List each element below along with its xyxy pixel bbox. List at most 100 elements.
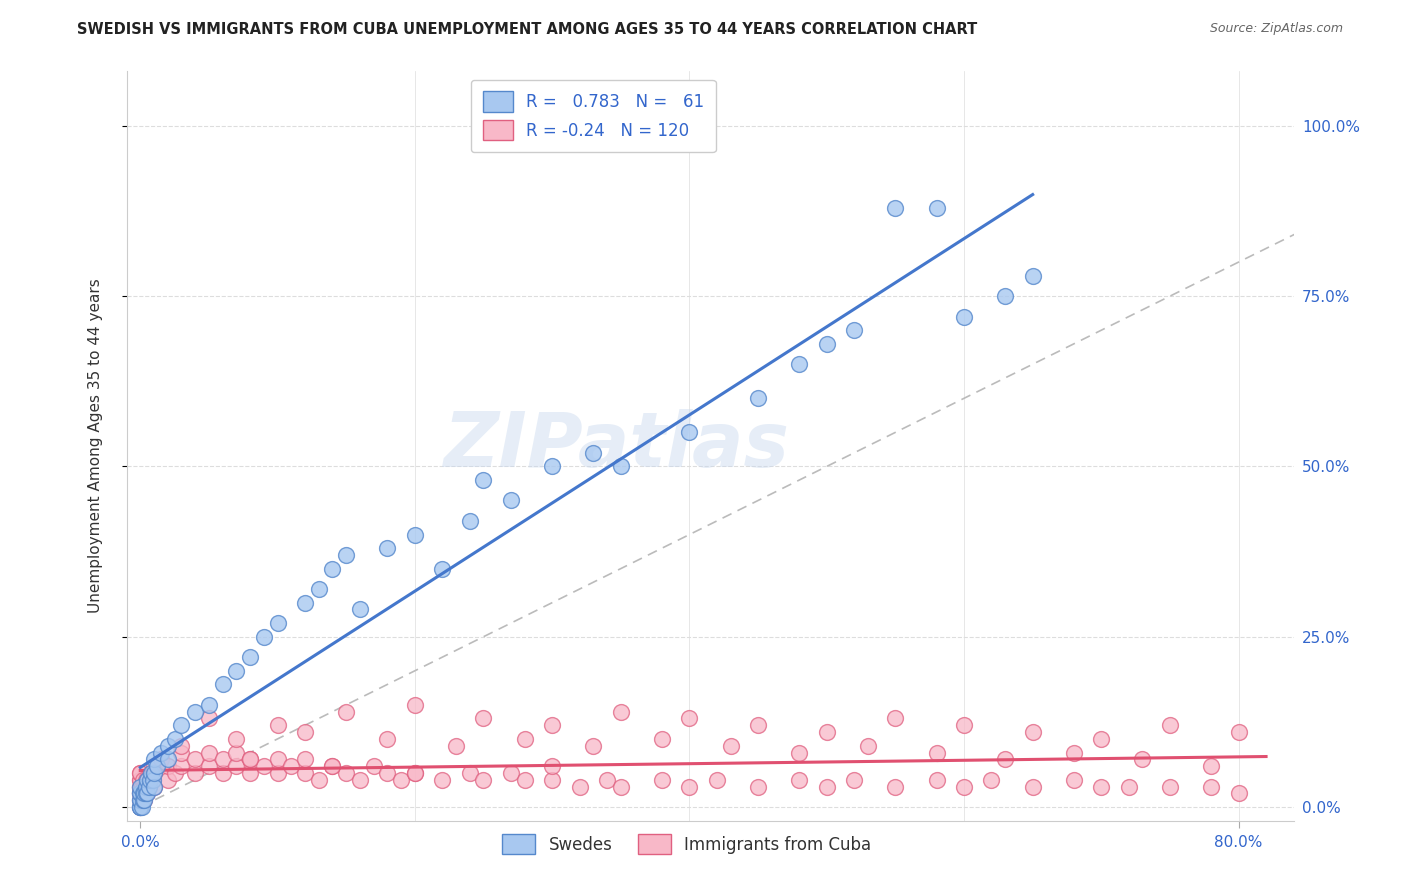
Point bbox=[787, 772, 810, 787]
Point bbox=[239, 766, 262, 780]
Point bbox=[856, 739, 879, 753]
Point bbox=[651, 731, 673, 746]
Point bbox=[294, 766, 316, 780]
Point bbox=[136, 772, 159, 787]
Point bbox=[149, 746, 172, 760]
Point bbox=[143, 780, 166, 794]
Point bbox=[136, 786, 159, 800]
Point bbox=[134, 793, 156, 807]
Point bbox=[129, 780, 152, 794]
Point bbox=[1227, 725, 1250, 739]
Point bbox=[266, 616, 288, 631]
Point bbox=[815, 725, 838, 739]
Point bbox=[363, 759, 385, 773]
Point bbox=[308, 772, 330, 787]
Point bbox=[1063, 772, 1085, 787]
Point bbox=[198, 711, 221, 725]
Point bbox=[145, 759, 167, 773]
Point bbox=[953, 718, 976, 732]
Point bbox=[198, 698, 221, 712]
Point bbox=[1159, 718, 1181, 732]
Point bbox=[1159, 780, 1181, 794]
Point bbox=[135, 772, 157, 787]
Point bbox=[170, 739, 193, 753]
Point bbox=[925, 746, 948, 760]
Point bbox=[211, 766, 233, 780]
Point bbox=[139, 772, 162, 787]
Point bbox=[1227, 786, 1250, 800]
Point bbox=[239, 650, 262, 665]
Point bbox=[432, 772, 454, 787]
Point bbox=[1021, 725, 1043, 739]
Point bbox=[1199, 759, 1222, 773]
Point bbox=[129, 793, 152, 807]
Point bbox=[1021, 268, 1043, 283]
Point bbox=[280, 759, 302, 773]
Point bbox=[132, 786, 155, 800]
Point bbox=[389, 772, 412, 787]
Point bbox=[335, 766, 357, 780]
Point bbox=[747, 718, 769, 732]
Point bbox=[349, 772, 371, 787]
Point bbox=[432, 561, 454, 575]
Point bbox=[541, 772, 564, 787]
Point bbox=[568, 780, 591, 794]
Point bbox=[134, 793, 156, 807]
Point bbox=[142, 772, 165, 787]
Point bbox=[787, 357, 810, 371]
Point bbox=[994, 752, 1017, 766]
Point bbox=[129, 793, 152, 807]
Point bbox=[513, 772, 536, 787]
Point bbox=[472, 772, 495, 787]
Point bbox=[156, 752, 179, 766]
Point bbox=[225, 731, 247, 746]
Point bbox=[239, 752, 262, 766]
Point bbox=[136, 772, 159, 787]
Point bbox=[129, 772, 152, 787]
Point bbox=[266, 766, 288, 780]
Point bbox=[651, 772, 673, 787]
Point bbox=[143, 766, 166, 780]
Point bbox=[1090, 780, 1112, 794]
Point bbox=[129, 793, 152, 807]
Point bbox=[129, 800, 152, 814]
Point bbox=[141, 766, 163, 780]
Point bbox=[132, 772, 155, 787]
Point bbox=[184, 752, 207, 766]
Point bbox=[472, 473, 495, 487]
Point bbox=[131, 800, 153, 814]
Point bbox=[142, 772, 165, 787]
Point bbox=[143, 780, 166, 794]
Point bbox=[131, 780, 153, 794]
Point bbox=[1090, 731, 1112, 746]
Point bbox=[129, 772, 152, 787]
Point bbox=[404, 766, 426, 780]
Point bbox=[136, 786, 159, 800]
Point bbox=[499, 766, 522, 780]
Point bbox=[458, 514, 481, 528]
Point bbox=[1063, 746, 1085, 760]
Point bbox=[211, 752, 233, 766]
Point bbox=[787, 746, 810, 760]
Point bbox=[349, 602, 371, 616]
Point bbox=[1199, 780, 1222, 794]
Point bbox=[582, 739, 605, 753]
Point bbox=[211, 677, 233, 691]
Point bbox=[129, 780, 152, 794]
Point bbox=[884, 780, 907, 794]
Point bbox=[170, 718, 193, 732]
Text: SWEDISH VS IMMIGRANTS FROM CUBA UNEMPLOYMENT AMONG AGES 35 TO 44 YEARS CORRELATI: SWEDISH VS IMMIGRANTS FROM CUBA UNEMPLOY… bbox=[77, 22, 977, 37]
Point bbox=[925, 772, 948, 787]
Point bbox=[141, 766, 163, 780]
Text: Source: ZipAtlas.com: Source: ZipAtlas.com bbox=[1209, 22, 1343, 36]
Point bbox=[994, 289, 1017, 303]
Point bbox=[163, 731, 186, 746]
Point bbox=[678, 780, 700, 794]
Point bbox=[444, 739, 467, 753]
Point bbox=[149, 752, 172, 766]
Point bbox=[184, 766, 207, 780]
Point bbox=[541, 718, 564, 732]
Point bbox=[134, 780, 156, 794]
Point bbox=[321, 561, 343, 575]
Point bbox=[678, 425, 700, 440]
